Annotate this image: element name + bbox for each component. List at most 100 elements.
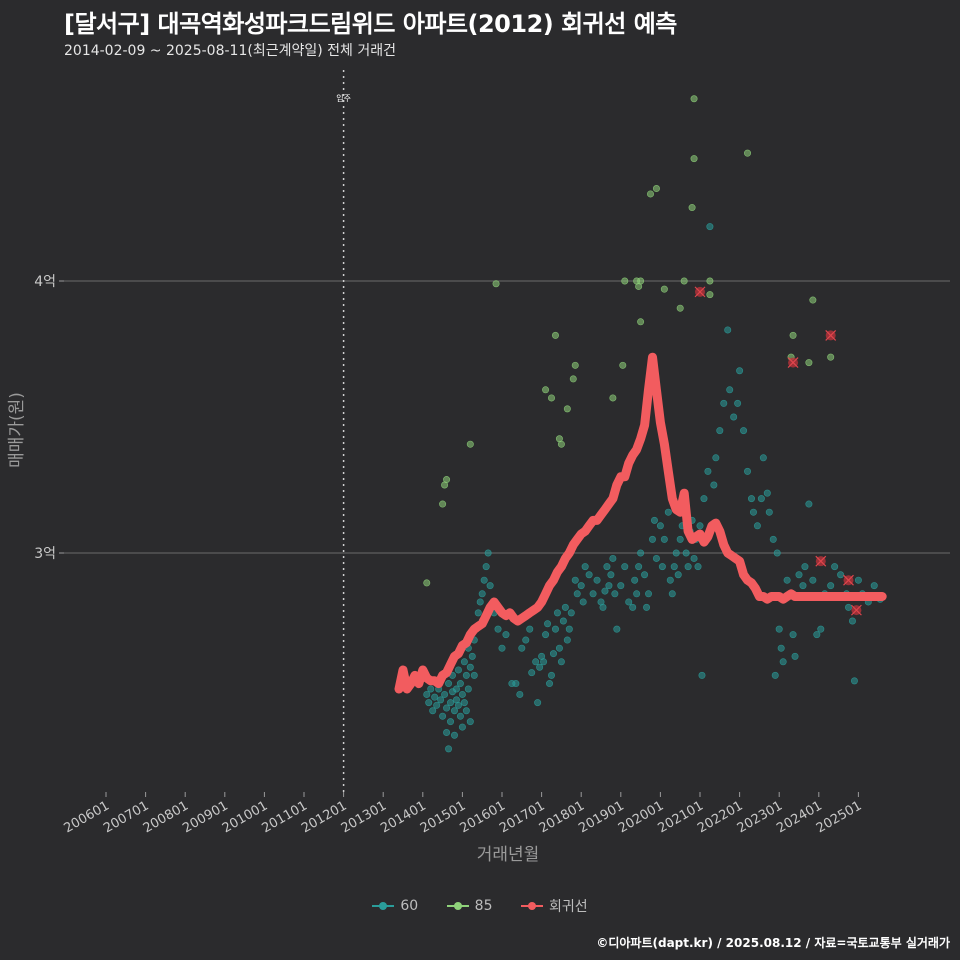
point-60 (522, 636, 530, 644)
highlight-x-mark (843, 574, 854, 586)
highlight-x-mark (815, 555, 827, 567)
point-60 (720, 399, 728, 407)
point-60 (696, 522, 704, 530)
highlight-x-mark (787, 357, 799, 369)
point-60 (617, 582, 625, 590)
point-85 (547, 394, 555, 402)
highlight-x-mark (694, 286, 706, 298)
point-60 (777, 644, 785, 652)
point-60 (547, 671, 555, 679)
point-60 (484, 549, 492, 557)
point-60 (601, 587, 609, 595)
point-60 (660, 535, 668, 543)
point-60 (540, 658, 548, 666)
move-in-label: 입주 (336, 94, 351, 103)
point-60 (565, 625, 573, 633)
point-60 (724, 326, 732, 334)
point-60 (850, 677, 858, 685)
point-85 (609, 394, 617, 402)
point-60 (757, 495, 765, 503)
point-60 (561, 603, 569, 611)
point-60 (466, 718, 474, 726)
point-60 (452, 685, 460, 693)
point-60 (652, 554, 660, 562)
point-60 (801, 563, 809, 571)
point-60 (747, 495, 755, 503)
legend-item-85[interactable]: 85 (446, 898, 493, 914)
point-60 (704, 467, 712, 475)
legend-key-regression (520, 899, 543, 913)
point-60 (563, 636, 571, 644)
point-60 (783, 576, 791, 584)
point-60 (445, 745, 453, 753)
point-60 (571, 576, 579, 584)
point-60 (682, 549, 690, 557)
point-85 (571, 361, 579, 369)
point-60 (478, 590, 486, 598)
legend-item-60[interactable]: 60 (372, 898, 418, 914)
point-60 (664, 508, 672, 516)
point-85 (637, 318, 645, 326)
point-60 (613, 625, 621, 633)
point-60 (476, 598, 484, 606)
point-60 (573, 590, 581, 598)
point-60 (532, 658, 540, 666)
point-60 (749, 508, 757, 516)
point-60 (769, 535, 777, 543)
point-60 (427, 685, 435, 693)
point-60 (462, 671, 470, 679)
point-60 (494, 625, 502, 633)
point-60 (712, 454, 720, 462)
point-60 (443, 729, 451, 737)
point-60 (759, 454, 767, 462)
point-60 (551, 625, 559, 633)
point-60 (694, 563, 702, 571)
point-60 (765, 508, 773, 516)
point-60 (450, 731, 458, 739)
point-60 (635, 563, 643, 571)
point-85 (805, 359, 813, 367)
point-85 (744, 149, 752, 157)
point-60 (470, 671, 478, 679)
point-60 (458, 723, 466, 731)
point-60 (637, 549, 645, 557)
point-60 (643, 603, 651, 611)
point-85 (652, 185, 660, 193)
legend-item-regression[interactable]: 회귀선 (520, 896, 588, 916)
point-85 (706, 291, 714, 299)
point-85 (492, 280, 500, 288)
point-60 (736, 367, 744, 375)
point-85 (557, 440, 565, 448)
point-85 (706, 277, 714, 285)
point-60 (559, 617, 567, 625)
point-60 (658, 563, 666, 571)
point-60 (621, 563, 629, 571)
point-60 (631, 576, 639, 584)
point-60 (633, 590, 641, 598)
point-60 (668, 590, 676, 598)
point-60 (848, 617, 856, 625)
point-60 (454, 701, 462, 709)
point-85 (676, 304, 684, 312)
point-60 (450, 707, 458, 715)
point-60 (700, 495, 708, 503)
point-60 (791, 652, 799, 660)
point-60 (486, 582, 494, 590)
point-60 (577, 582, 585, 590)
point-60 (763, 489, 771, 497)
point-60 (599, 603, 607, 611)
point-60 (589, 590, 597, 598)
point-60 (771, 671, 779, 679)
point-60 (676, 535, 684, 543)
point-60 (456, 680, 464, 688)
point-60 (456, 712, 464, 720)
point-60 (462, 707, 470, 715)
legend-label-60: 60 (400, 898, 419, 914)
point-60 (716, 427, 724, 435)
point-60 (650, 516, 658, 524)
point-60 (466, 663, 474, 671)
point-85 (439, 500, 447, 508)
point-60 (526, 625, 534, 633)
point-60 (443, 704, 451, 712)
point-85 (789, 331, 797, 339)
